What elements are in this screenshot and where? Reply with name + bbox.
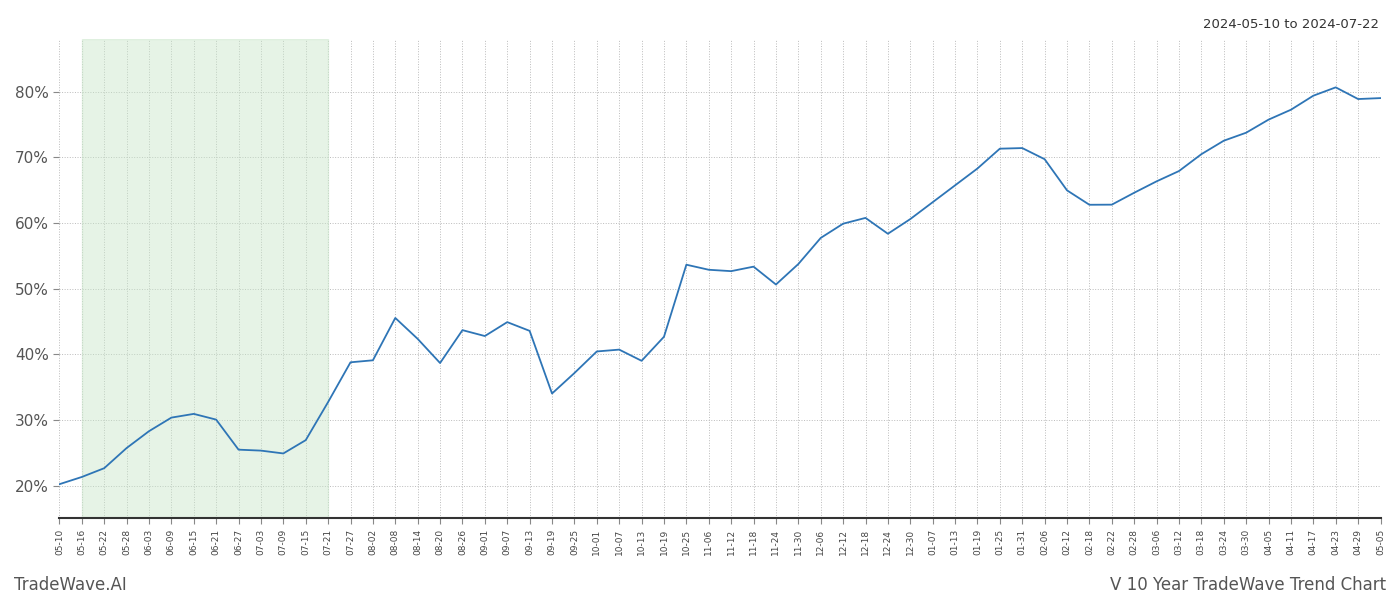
Text: 2024-05-10 to 2024-07-22: 2024-05-10 to 2024-07-22 xyxy=(1203,18,1379,31)
Text: TradeWave.AI: TradeWave.AI xyxy=(14,576,127,594)
Text: V 10 Year TradeWave Trend Chart: V 10 Year TradeWave Trend Chart xyxy=(1110,576,1386,594)
Bar xyxy=(81,39,328,518)
